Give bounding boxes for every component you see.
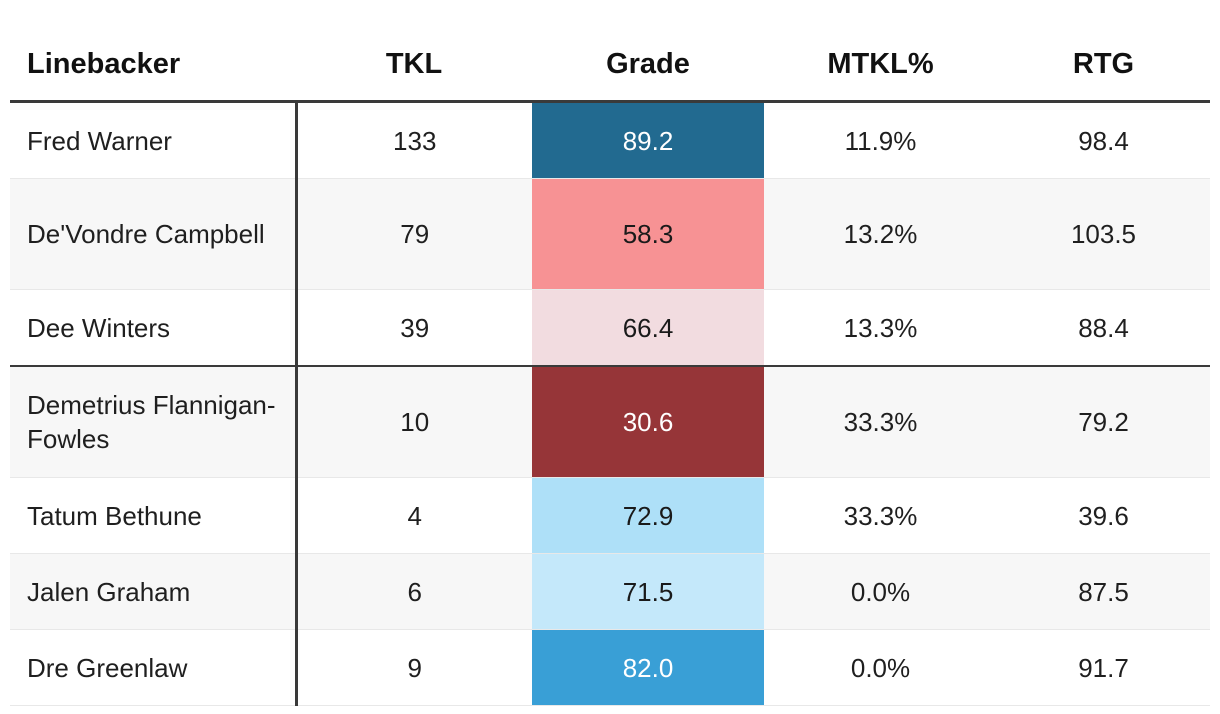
cell-rtg: 79.2: [997, 365, 1210, 478]
cell-mtkl: 0.0%: [764, 553, 997, 630]
cell-linebacker: Tatum Bethune: [10, 477, 298, 554]
cell-mtkl: 33.3%: [764, 477, 997, 554]
cell-grade: 72.9: [532, 477, 764, 554]
cell-grade: 89.2: [532, 101, 764, 179]
cell-mtkl: 13.3%: [764, 289, 997, 367]
table-row: Tatum Bethune 4 72.9 33.3% 39.6: [10, 477, 1210, 554]
cell-rtg: 39.6: [997, 477, 1210, 554]
cell-linebacker: De'Vondre Campbell: [10, 178, 298, 290]
header-row: Linebacker TKL Grade MTKL% RTG: [10, 28, 1210, 103]
cell-linebacker: Dre Greenlaw: [10, 629, 298, 706]
cell-mtkl: 0.0%: [764, 629, 997, 706]
table-row: Demetrius Flannigan-Fowles 10 30.6 33.3%…: [10, 365, 1210, 478]
cell-grade: 66.4: [532, 289, 764, 367]
cell-tkl: 6: [296, 553, 532, 630]
cell-tkl: 79: [296, 178, 532, 290]
cell-mtkl: 13.2%: [764, 178, 997, 290]
linebacker-stats-table-container: Linebacker TKL Grade MTKL% RTG Fred Warn…: [10, 28, 1210, 706]
column-header-linebacker: Linebacker: [10, 28, 296, 103]
cell-linebacker: Jalen Graham: [10, 553, 298, 630]
table-body: Fred Warner 133 89.2 11.9% 98.4 De'Vondr…: [10, 101, 1210, 706]
table-row: Jalen Graham 6 71.5 0.0% 87.5: [10, 553, 1210, 630]
cell-linebacker: Fred Warner: [10, 101, 298, 179]
linebacker-stats-table: Linebacker TKL Grade MTKL% RTG Fred Warn…: [10, 28, 1210, 706]
cell-rtg: 98.4: [997, 101, 1210, 179]
cell-grade: 58.3: [532, 178, 764, 290]
cell-rtg: 87.5: [997, 553, 1210, 630]
table-row: Fred Warner 133 89.2 11.9% 98.4: [10, 101, 1210, 179]
cell-rtg: 91.7: [997, 629, 1210, 706]
column-header-rtg: RTG: [997, 28, 1210, 103]
table-row: Dee Winters 39 66.4 13.3% 88.4: [10, 289, 1210, 367]
cell-tkl: 10: [296, 365, 532, 478]
column-header-grade: Grade: [532, 28, 764, 103]
cell-grade: 82.0: [532, 629, 764, 706]
cell-tkl: 4: [296, 477, 532, 554]
cell-mtkl: 11.9%: [764, 101, 997, 179]
cell-tkl: 9: [296, 629, 532, 706]
cell-tkl: 133: [296, 101, 532, 179]
table-row: De'Vondre Campbell 79 58.3 13.2% 103.5: [10, 178, 1210, 290]
cell-linebacker: Dee Winters: [10, 289, 298, 367]
column-header-tkl: TKL: [296, 28, 532, 103]
cell-rtg: 103.5: [997, 178, 1210, 290]
cell-rtg: 88.4: [997, 289, 1210, 367]
cell-mtkl: 33.3%: [764, 365, 997, 478]
cell-grade: 30.6: [532, 365, 764, 478]
cell-grade: 71.5: [532, 553, 764, 630]
table-header: Linebacker TKL Grade MTKL% RTG: [10, 28, 1210, 103]
table-row: Dre Greenlaw 9 82.0 0.0% 91.7: [10, 629, 1210, 706]
cell-tkl: 39: [296, 289, 532, 367]
column-header-mtkl: MTKL%: [764, 28, 997, 103]
cell-linebacker: Demetrius Flannigan-Fowles: [10, 365, 298, 478]
